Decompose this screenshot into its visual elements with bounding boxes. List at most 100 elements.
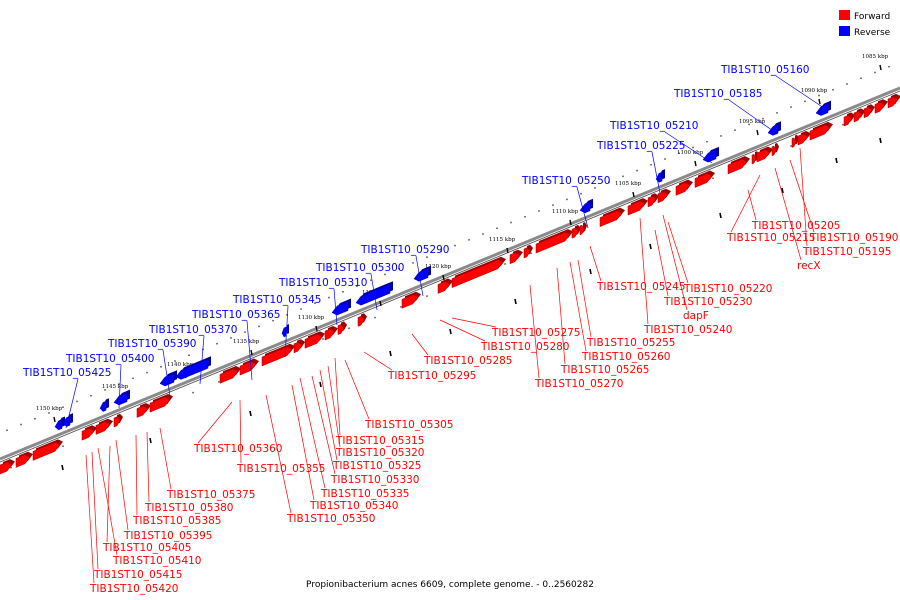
forward-gene-label: TIB1ST10_05380 <box>144 502 234 514</box>
kbp-tick-mark <box>694 160 697 167</box>
scale-dot <box>818 94 820 97</box>
forward-gene <box>694 173 713 188</box>
forward-label-leader <box>589 245 602 282</box>
forward-gene <box>579 224 585 236</box>
reverse-label-leader <box>118 364 122 409</box>
scale-dot <box>776 112 778 114</box>
forward-gene <box>809 124 831 141</box>
forward-label-leader <box>662 214 688 311</box>
forward-gene-label: TIB1ST10_05270 <box>534 378 624 390</box>
scale-dot <box>104 389 106 391</box>
forward-gene <box>627 200 646 216</box>
reverse-gene <box>815 103 829 116</box>
forward-gene <box>657 191 669 204</box>
kbp-tick-mark <box>506 247 509 254</box>
scale-dot <box>314 302 316 305</box>
reverse-label-leader <box>333 288 338 326</box>
caption: Propionibacterium acnes 6609, complete g… <box>306 580 594 590</box>
scale-dot <box>188 354 190 357</box>
reverse-label-leader <box>415 255 424 297</box>
forward-gene <box>843 115 853 127</box>
forward-label-leader <box>311 375 336 475</box>
forward-label-leader <box>146 431 150 503</box>
scale-dot <box>440 250 442 253</box>
forward-gene <box>887 96 899 109</box>
forward-gene <box>571 227 579 239</box>
kbp-tick-mark <box>632 191 635 198</box>
forward-label-leader <box>299 377 326 489</box>
reverse-gene-label: TIB1ST10_05390 <box>107 338 197 350</box>
scale-dot <box>90 394 92 397</box>
forward-gene <box>863 106 873 119</box>
forward-label-leader <box>135 434 138 516</box>
forward-gene <box>324 328 336 341</box>
gene-end-marker <box>319 381 322 388</box>
legend-forward-swatch <box>839 10 850 20</box>
forward-label-leader <box>334 357 341 436</box>
backbone <box>0 86 900 463</box>
scale-dot <box>720 135 722 137</box>
forward-label-leader <box>529 284 540 379</box>
gene-end-marker <box>879 137 882 144</box>
kbp-tick-label: 1130 kbp <box>298 315 325 321</box>
scale-dot <box>636 169 638 172</box>
forward-gene-label: TIB1ST10_05205 <box>751 220 841 232</box>
forward-gene-label: TIB1ST10_05190 <box>809 232 899 244</box>
reverse-gene-label: TIB1ST10_05225 <box>596 140 686 152</box>
scale-dot <box>300 308 302 310</box>
kbp-tick-mark <box>818 98 821 105</box>
scale-dot <box>482 233 484 235</box>
scale-dot-lower <box>712 177 714 179</box>
forward-gene <box>81 428 95 441</box>
scale-dot-lower <box>530 252 532 255</box>
backbone-shadow <box>0 90 900 463</box>
forward-gene-label: TIB1ST10_05215 <box>726 232 816 244</box>
scale-dot <box>748 123 750 126</box>
kbp-tick-mark <box>442 274 445 281</box>
forward-gene-label: TIB1ST10_05265 <box>560 364 650 376</box>
reverse-label-leader <box>576 186 589 229</box>
scale-dot <box>426 256 428 258</box>
forward-label-leader <box>774 167 802 261</box>
label-leaders <box>65 75 825 584</box>
forward-gene <box>136 405 149 418</box>
forward-gene-label: TIB1ST10_05395 <box>123 530 213 542</box>
forward-gene-label: TIB1ST10_05315 <box>335 435 425 447</box>
forward-gene <box>797 133 809 146</box>
forward-label-leader <box>239 399 242 464</box>
gene-end-marker <box>149 437 152 444</box>
kbp-tick-label: 1105 kbp <box>615 181 642 187</box>
forward-gene-label: TIB1ST10_05195 <box>802 246 892 258</box>
forward-gene-label: TIB1ST10_05415 <box>93 569 183 581</box>
forward-gene <box>756 149 771 163</box>
forward-gene <box>15 454 31 468</box>
forward-gene <box>239 361 257 376</box>
scale-dot <box>650 164 652 166</box>
forward-label-leader <box>85 454 95 584</box>
scale-dot-lower <box>62 445 64 447</box>
scale-dot <box>524 215 526 218</box>
gene-end-marker <box>781 187 784 194</box>
forward-gene-label: TIB1ST10_05350 <box>286 513 376 525</box>
scale-dot <box>328 296 330 299</box>
scale-dot <box>510 221 512 224</box>
forward-label-leader <box>639 217 649 325</box>
scale-dot <box>230 337 232 339</box>
scale-dot <box>48 412 50 414</box>
forward-label-leader <box>197 401 233 444</box>
scale-dot <box>370 279 372 281</box>
forward-label-leader <box>97 447 118 556</box>
gene-end-marker <box>389 350 392 357</box>
reverse-label-leader <box>728 99 777 134</box>
scale-dot <box>706 140 708 143</box>
reverse-gene-label: TIB1ST10_05250 <box>521 175 611 187</box>
gene-labels: TIB1ST10_05160 TIB1ST10_05185 TIB1ST10_052… <box>22 64 899 595</box>
reverse-gene-label: TIB1ST10_05345 <box>232 294 322 306</box>
forward-gene-label: TIB1ST10_05245 <box>596 281 686 293</box>
scale-dot <box>258 325 260 328</box>
scale-dot <box>874 71 876 74</box>
forward-label-leader <box>319 369 338 461</box>
forward-gene <box>149 396 171 413</box>
forward-gene <box>727 158 748 175</box>
